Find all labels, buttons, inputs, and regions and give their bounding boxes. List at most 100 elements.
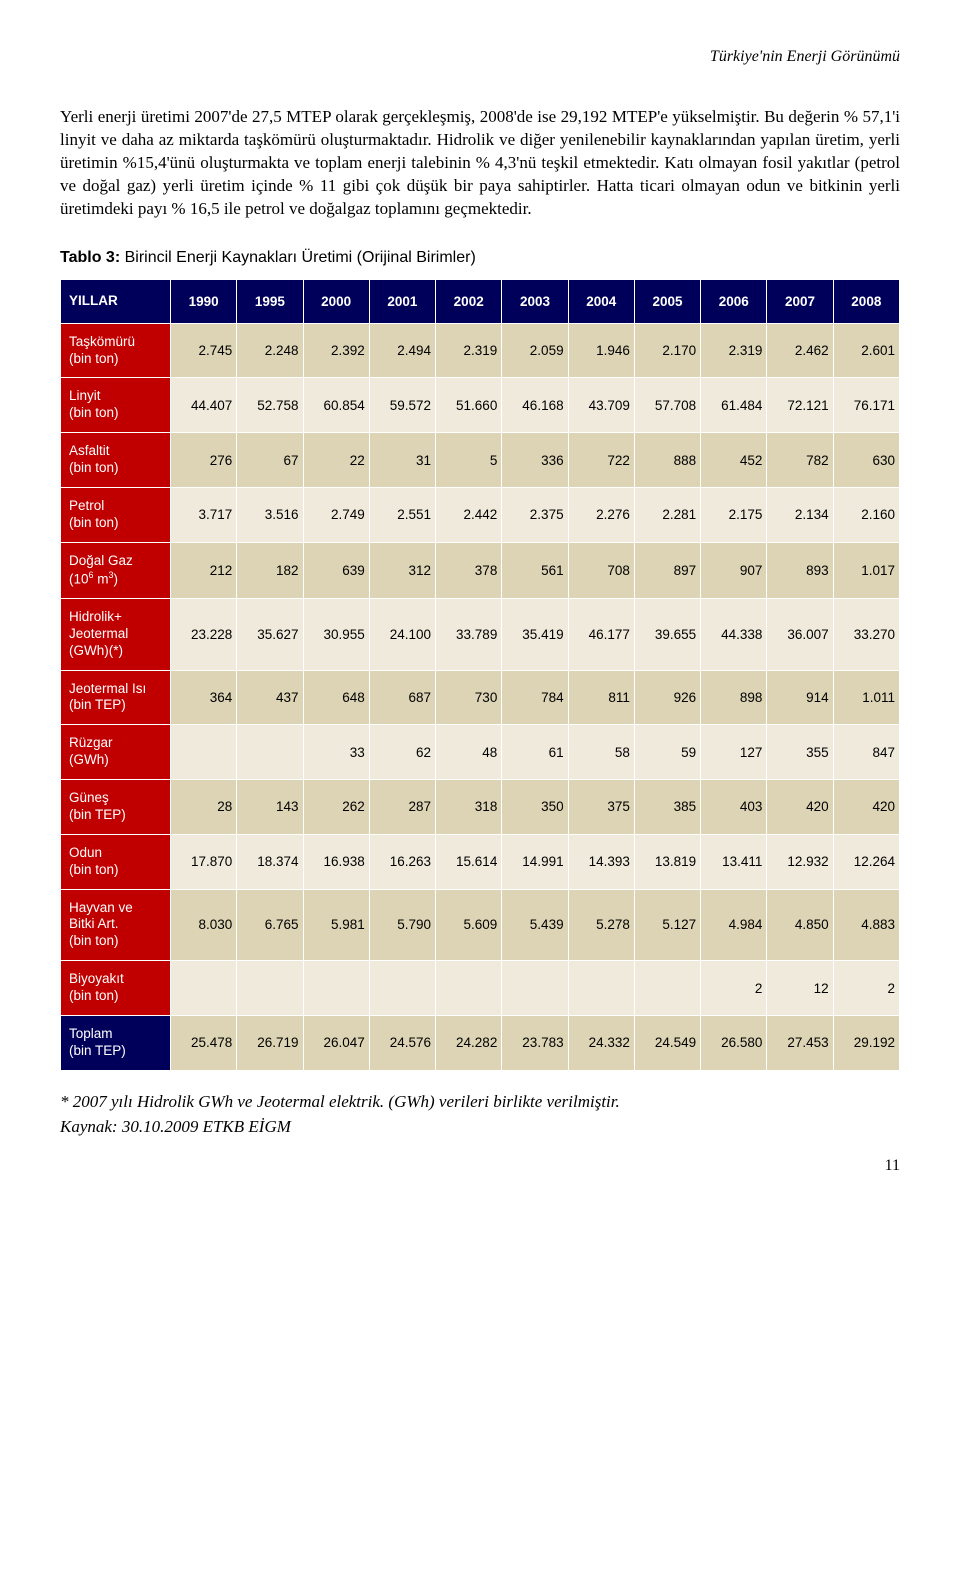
- data-cell: 2.276: [568, 487, 634, 542]
- data-cell: 403: [701, 780, 767, 835]
- data-cell: 630: [833, 433, 899, 488]
- data-cell: 708: [568, 542, 634, 598]
- row-label: Güneş(bin TEP): [61, 780, 171, 835]
- data-cell: 36.007: [767, 598, 833, 670]
- data-cell: 14.393: [568, 834, 634, 889]
- data-cell: [303, 961, 369, 1016]
- row-label: Rüzgar(GWh): [61, 725, 171, 780]
- row-label: Taşkömürü(bin ton): [61, 323, 171, 378]
- data-cell: 8.030: [171, 889, 237, 961]
- row-label: Jeotermal Isı(bin TEP): [61, 670, 171, 725]
- data-cell: 12.264: [833, 834, 899, 889]
- table-row: Hayvan veBitki Art.(bin ton)8.0306.7655.…: [61, 889, 900, 961]
- data-cell: 31: [369, 433, 435, 488]
- data-cell: 561: [502, 542, 568, 598]
- data-cell: 2.319: [701, 323, 767, 378]
- year-cell: 2008: [833, 279, 899, 323]
- data-cell: 24.282: [436, 1015, 502, 1070]
- table-row: Taşkömürü(bin ton)2.7452.2482.3922.4942.…: [61, 323, 900, 378]
- data-cell: [502, 961, 568, 1016]
- data-cell: 811: [568, 670, 634, 725]
- year-cell: 1990: [171, 279, 237, 323]
- data-cell: 60.854: [303, 378, 369, 433]
- data-cell: 26.719: [237, 1015, 303, 1070]
- table-row: Biyoyakıt(bin ton)2122: [61, 961, 900, 1016]
- data-cell: 48: [436, 725, 502, 780]
- data-cell: 648: [303, 670, 369, 725]
- data-cell: 28: [171, 780, 237, 835]
- data-cell: [634, 961, 700, 1016]
- data-cell: 17.870: [171, 834, 237, 889]
- data-cell: 16.938: [303, 834, 369, 889]
- data-cell: 782: [767, 433, 833, 488]
- table-row: Jeotermal Isı(bin TEP)364437648687730784…: [61, 670, 900, 725]
- data-cell: 26.047: [303, 1015, 369, 1070]
- table-row: Toplam (bin TEP)25.47826.71926.04724.576…: [61, 1015, 900, 1070]
- data-cell: 926: [634, 670, 700, 725]
- data-cell: 1.017: [833, 542, 899, 598]
- data-cell: 5: [436, 433, 502, 488]
- data-cell: [369, 961, 435, 1016]
- table-row: Linyit (bin ton)44.40752.75860.85459.572…: [61, 378, 900, 433]
- data-cell: 39.655: [634, 598, 700, 670]
- data-cell: 29.192: [833, 1015, 899, 1070]
- data-cell: 898: [701, 670, 767, 725]
- running-header: Türkiye'nin Enerji Görünümü: [60, 48, 900, 66]
- data-cell: 2.134: [767, 487, 833, 542]
- table-row: Asfaltit(bin ton)27667223153367228884527…: [61, 433, 900, 488]
- table-body: Taşkömürü(bin ton)2.7452.2482.3922.4942.…: [61, 323, 900, 1070]
- data-cell: 2.442: [436, 487, 502, 542]
- table-caption: Tablo 3: Birincil Enerji Kaynakları Üret…: [60, 249, 900, 267]
- data-cell: [436, 961, 502, 1016]
- data-cell: 15.614: [436, 834, 502, 889]
- data-cell: 2.175: [701, 487, 767, 542]
- data-cell: 25.478: [171, 1015, 237, 1070]
- data-cell: 2.375: [502, 487, 568, 542]
- data-cell: 2.494: [369, 323, 435, 378]
- data-cell: 35.419: [502, 598, 568, 670]
- data-cell: 4.984: [701, 889, 767, 961]
- data-cell: 46.177: [568, 598, 634, 670]
- data-cell: 43.709: [568, 378, 634, 433]
- data-cell: 2.281: [634, 487, 700, 542]
- data-cell: 33: [303, 725, 369, 780]
- data-cell: 784: [502, 670, 568, 725]
- table-row: Rüzgar(GWh)336248615859127355847: [61, 725, 900, 780]
- data-cell: 2.749: [303, 487, 369, 542]
- footnote-1: * 2007 yılı Hidrolik GWh ve Jeotermal el…: [60, 1091, 900, 1114]
- data-cell: 58: [568, 725, 634, 780]
- data-cell: 4.850: [767, 889, 833, 961]
- row-label: Petrol(bin ton): [61, 487, 171, 542]
- data-cell: 2.551: [369, 487, 435, 542]
- data-cell: 212: [171, 542, 237, 598]
- data-cell: 16.263: [369, 834, 435, 889]
- data-cell: 23.783: [502, 1015, 568, 1070]
- data-cell: 2.248: [237, 323, 303, 378]
- data-cell: 375: [568, 780, 634, 835]
- data-cell: [568, 961, 634, 1016]
- data-cell: 385: [634, 780, 700, 835]
- footnote-2: Kaynak: 30.10.2009 ETKB EİGM: [60, 1116, 900, 1139]
- data-cell: 72.121: [767, 378, 833, 433]
- data-cell: 5.127: [634, 889, 700, 961]
- data-cell: 5.439: [502, 889, 568, 961]
- caption-rest: Birincil Enerji Kaynakları Üretimi (Orij…: [120, 249, 476, 266]
- data-cell: 2.745: [171, 323, 237, 378]
- data-cell: 59.572: [369, 378, 435, 433]
- data-cell: 2.601: [833, 323, 899, 378]
- row-label: Doğal Gaz(106 m3): [61, 542, 171, 598]
- data-cell: 22: [303, 433, 369, 488]
- data-cell: 350: [502, 780, 568, 835]
- data-cell: [237, 725, 303, 780]
- year-cell: 2001: [369, 279, 435, 323]
- data-cell: 262: [303, 780, 369, 835]
- data-cell: 2.170: [634, 323, 700, 378]
- data-cell: 888: [634, 433, 700, 488]
- data-cell: 18.374: [237, 834, 303, 889]
- data-cell: 2.462: [767, 323, 833, 378]
- data-cell: 420: [767, 780, 833, 835]
- table-row: Odun(bin ton)17.87018.37416.93816.26315.…: [61, 834, 900, 889]
- data-cell: 6.765: [237, 889, 303, 961]
- data-cell: 364: [171, 670, 237, 725]
- data-cell: 44.338: [701, 598, 767, 670]
